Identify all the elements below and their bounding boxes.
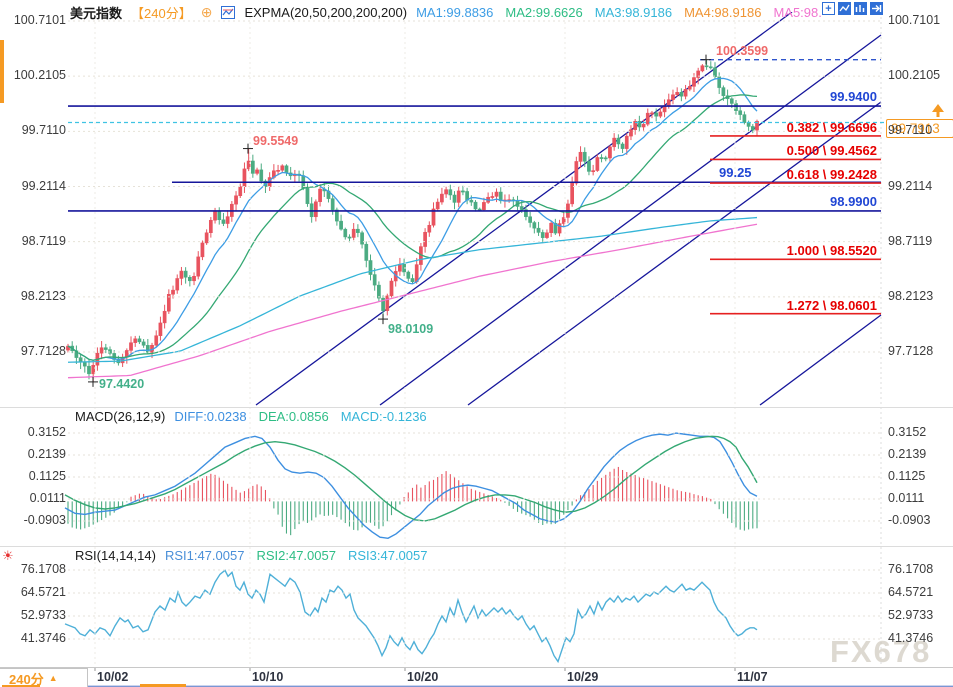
y-axis-label-left: 41.3746: [20, 631, 66, 645]
y-axis-label-right: 97.7128: [888, 344, 934, 358]
x-axis-date-label: 11/07: [737, 670, 768, 684]
level-label: 98.9900: [830, 193, 877, 209]
y-axis-label-right: -0.0903: [888, 513, 931, 527]
rsi-value-label: RSI3:47.0057: [347, 548, 428, 563]
fib-level-label: 1.272 \ 98.0601: [786, 297, 877, 313]
level-label: 99.25: [719, 165, 752, 181]
y-axis-label-right: 100.2105: [888, 68, 941, 83]
period-label[interactable]: 【240分】: [131, 6, 192, 21]
macd-value-label: MACD:-0.1236: [340, 409, 427, 424]
fib-level-label: 0.500 \ 99.4562: [786, 143, 877, 159]
y-axis-label-left: 0.2139: [27, 446, 66, 461]
panel-layout-icon[interactable]: [838, 2, 851, 15]
y-axis-label-right: 0.0111: [888, 490, 925, 505]
swing-price-label: 100.3599: [716, 44, 769, 58]
y-axis-label-right: 52.9733: [888, 608, 934, 622]
x-axis-date-label: 10/10: [252, 670, 284, 684]
scrollbar-thumb[interactable]: [140, 684, 186, 687]
period-selector-button[interactable]: 240分 ▲: [0, 668, 88, 687]
macd-value-label: DEA:0.0856: [258, 409, 329, 424]
x-axis-date-label: 10/20: [407, 670, 439, 684]
y-axis-label-right: 76.1708: [888, 562, 934, 576]
y-axis-label-left: 99.7110: [21, 123, 66, 138]
macd-values: DIFF:0.0238 DEA:0.0856 MACD:-0.1236: [174, 409, 426, 424]
indicator-label: EXPMA(20,50,200,200,200): [244, 5, 408, 20]
ma-values: MA1:99.8836 MA2:99.6626 MA3:98.9186 MA4:98.…: [416, 5, 822, 20]
sun-indicator-icon[interactable]: ☀: [2, 548, 14, 563]
y-axis-label-left: -0.0903: [23, 513, 66, 527]
y-axis-label-left: 100.2105: [13, 68, 66, 83]
y-axis-label-right: 0.2139: [888, 446, 927, 461]
export-icon[interactable]: [870, 2, 883, 15]
y-axis-label-right: 99.2114: [888, 178, 933, 193]
level-label: 99.9400: [830, 89, 877, 105]
y-axis-label-right: 0.3152: [888, 425, 927, 439]
y-axis-label-left: 64.5721: [20, 584, 66, 599]
y-axis-label-left: 97.7128: [20, 344, 66, 358]
fib-level-label: 0.618 \ 99.2428: [786, 167, 877, 183]
y-axis-label-right: 98.7119: [888, 233, 933, 248]
y-axis-label-left: 52.9733: [20, 608, 66, 622]
x-axis-date-label: 10/29: [567, 670, 599, 684]
add-indicator-icon[interactable]: ⊕: [200, 4, 213, 20]
chart-toolbar: +: [822, 2, 883, 15]
y-axis-label-left: 0.1125: [28, 468, 66, 483]
period-underline: [2, 685, 40, 687]
main-chart-header: 美元指数 【240分】 ⊕ EXPMA(20,50,200,200,200) M…: [70, 3, 822, 22]
rsi-header: RSI(14,14,14) RSI1:47.0057 RSI2:47.0057 RS…: [75, 548, 427, 563]
x-axis-date-label: 10/02: [97, 670, 129, 684]
ma-value-label: MA5:98.: [773, 5, 822, 20]
move-icon[interactable]: +: [822, 2, 835, 15]
mini-chart-icon: [221, 6, 236, 19]
y-axis-label-left: 99.2114: [21, 178, 66, 193]
y-axis-label-right: 0.1125: [888, 468, 926, 483]
y-axis-label-left: 0.0111: [29, 490, 66, 505]
macd-header: MACD(26,12,9) DIFF:0.0238 DEA:0.0856 MACD:…: [75, 409, 427, 424]
y-axis-label-right: 99.7110: [888, 123, 933, 138]
rsi-value-label: RSI2:47.0057: [256, 548, 336, 563]
y-axis-label-left: 98.2123: [20, 288, 66, 303]
ma-value-label: MA3:98.9186: [594, 5, 673, 20]
swing-price-label: 99.5549: [253, 134, 299, 148]
y-axis-label-left: 98.7119: [21, 233, 66, 248]
y-axis-label-right: 64.5721: [888, 584, 934, 599]
rsi-value-label: RSI1:47.0057: [164, 548, 245, 563]
y-axis-label-right: 41.3746: [888, 631, 934, 645]
chevron-up-icon: ▲: [48, 673, 58, 683]
y-axis-label-left: 0.3152: [27, 425, 66, 439]
watermark: FX678: [830, 634, 932, 669]
fib-level-label: 0.382 \ 99.6696: [786, 119, 877, 135]
y-axis-label-right: 98.2123: [888, 288, 934, 303]
left-accent-bar: [0, 40, 4, 103]
y-axis-label-right: 100.7101: [888, 13, 941, 27]
y-axis-label-left: 76.1708: [20, 562, 66, 576]
y-axis-label-left: 100.7101: [13, 13, 66, 27]
period-selector-label: 240分: [9, 671, 44, 687]
indicator-layout-icon[interactable]: [854, 2, 867, 15]
swing-price-label: 97.4420: [99, 377, 145, 391]
ma-value-label: MA2:99.6626: [505, 5, 583, 20]
symbol-title: 美元指数: [70, 6, 123, 21]
swing-price-label: 98.0109: [388, 322, 434, 336]
fib-level-label: 1.000 \ 98.5520: [786, 243, 877, 259]
rsi-values: RSI1:47.0057 RSI2:47.0057 RSI3:47.0057: [165, 548, 428, 563]
ma-value-label: MA1:99.8836: [416, 5, 494, 20]
rsi-title: RSI(14,14,14): [75, 548, 156, 563]
current-price-badge: 99.7913: [886, 119, 953, 138]
macd-value-label: DIFF:0.0238: [174, 409, 247, 424]
ma-value-label: MA4:98.9186: [684, 5, 762, 20]
macd-title: MACD(26,12,9): [75, 409, 166, 424]
